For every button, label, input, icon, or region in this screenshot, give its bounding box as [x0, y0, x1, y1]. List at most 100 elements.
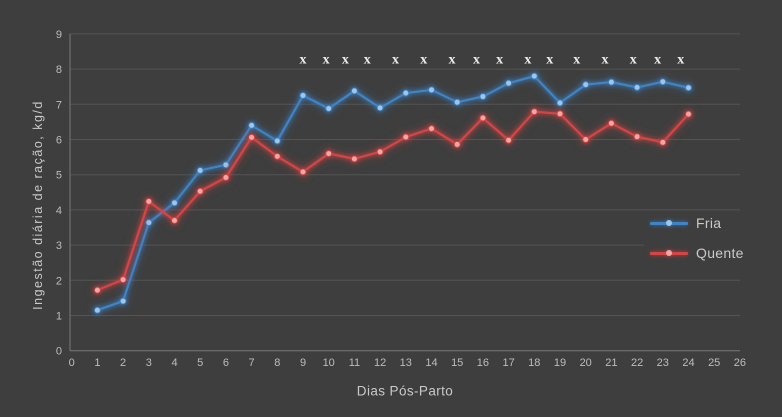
legend-dot	[666, 220, 672, 226]
data-point-quente	[582, 136, 589, 143]
x-tick-label: 21	[605, 357, 617, 369]
y-tick-label: 8	[56, 64, 62, 76]
data-point-quente	[376, 148, 384, 156]
x-tick-label: 11	[349, 357, 360, 369]
data-point-fria	[633, 84, 641, 91]
data-point-quente	[145, 198, 153, 205]
series-line-fria	[96, 75, 690, 312]
data-point-fria	[505, 79, 512, 87]
y-tick-label: 9	[56, 29, 62, 41]
data-point-quente	[608, 120, 615, 127]
data-point-fria	[171, 199, 178, 207]
data-point-quente	[171, 217, 178, 224]
significance-marker: x	[420, 53, 427, 68]
data-point-quente	[196, 187, 204, 195]
data-point-fria	[659, 78, 667, 86]
series-fria	[94, 72, 692, 314]
x-tick-label: 26	[734, 357, 746, 369]
data-point-quente	[659, 139, 667, 146]
x-axis-title: Dias Pós-Parto	[356, 383, 454, 399]
data-point-fria	[453, 98, 461, 106]
data-point-fria	[273, 137, 281, 145]
data-point-quente	[248, 134, 255, 141]
significance-marker: x	[630, 53, 637, 68]
data-point-quente	[479, 114, 487, 122]
significance-marker: x	[677, 53, 684, 68]
x-tick-label: 13	[400, 357, 412, 369]
significance-marker: x	[342, 53, 349, 68]
x-tick-label: 15	[451, 357, 463, 369]
legend-item-quente: Quente	[644, 242, 760, 264]
x-tick-label: 8	[274, 357, 280, 369]
significance-marker: x	[364, 53, 371, 68]
data-point-quente	[222, 174, 230, 181]
x-tick-label: 0	[69, 357, 75, 369]
significance-marker: x	[323, 53, 330, 68]
y-tick-label: 4	[56, 205, 62, 217]
x-tick-label: 19	[554, 357, 566, 369]
x-tick-label: 12	[374, 357, 386, 369]
y-tick-label: 1	[56, 311, 62, 323]
y-tick-label: 2	[56, 275, 62, 287]
data-point-quente	[402, 133, 410, 141]
significance-marker: x	[449, 53, 456, 68]
y-tick-label: 6	[56, 135, 62, 147]
x-tick-label: 1	[94, 357, 100, 369]
data-point-fria	[94, 306, 101, 314]
data-point-fria	[119, 297, 127, 305]
significance-marker: x	[546, 53, 553, 68]
data-point-fria	[530, 72, 538, 80]
x-tick-label: 9	[300, 357, 306, 369]
data-point-quente	[273, 153, 281, 160]
data-point-quente	[299, 168, 307, 176]
x-tick-label: 7	[249, 357, 255, 369]
x-tick-label: 6	[223, 357, 229, 369]
y-tick-label: 0	[56, 346, 62, 358]
data-point-fria	[248, 122, 255, 129]
data-point-quente	[556, 110, 564, 118]
x-tick-label: 24	[682, 357, 694, 369]
data-point-quente	[530, 108, 538, 115]
data-point-quente	[685, 110, 692, 118]
y-tick-label: 7	[56, 99, 62, 111]
x-tick-label: 20	[580, 357, 592, 369]
data-point-fria	[428, 86, 435, 94]
legend-label-fria: Fria	[696, 215, 722, 231]
data-point-quente	[94, 286, 101, 294]
x-tick-label: 22	[631, 357, 643, 369]
x-tick-label: 3	[146, 357, 152, 369]
significance-marker: x	[300, 53, 307, 68]
legend-label-quente: Quente	[696, 245, 744, 261]
x-tick-label: 2	[120, 357, 126, 369]
data-point-fria	[685, 84, 692, 92]
legend-dot	[666, 250, 672, 256]
data-point-quente	[325, 150, 333, 157]
legend-item-fria: Fria	[644, 212, 760, 234]
x-tick-label: 14	[425, 357, 437, 369]
data-point-quente	[505, 136, 512, 144]
data-point-fria	[556, 99, 564, 107]
data-point-fria	[376, 104, 384, 112]
data-point-fria	[351, 87, 358, 95]
y-axis-title: Ingestão diária de ração, kg/d	[31, 100, 45, 310]
data-point-fria	[479, 93, 487, 100]
x-tick-label: 4	[171, 357, 177, 369]
data-point-fria	[582, 81, 589, 88]
x-tick-label: 18	[528, 357, 540, 369]
data-point-fria	[402, 89, 410, 97]
data-point-quente	[453, 141, 461, 148]
y-tick-label: 3	[56, 240, 62, 252]
data-point-fria	[299, 92, 307, 99]
data-point-quente	[119, 276, 127, 283]
significance-marker: x	[573, 53, 580, 68]
significance-marker: x	[473, 53, 480, 68]
x-tick-label: 10	[323, 357, 335, 369]
x-tick-label: 17	[502, 357, 514, 369]
series-line-quente	[96, 110, 690, 292]
significance-marker: x	[654, 53, 661, 68]
significance-marker: x	[496, 53, 503, 68]
legend-marker-quente-icon	[650, 249, 688, 257]
data-point-fria	[608, 78, 615, 86]
